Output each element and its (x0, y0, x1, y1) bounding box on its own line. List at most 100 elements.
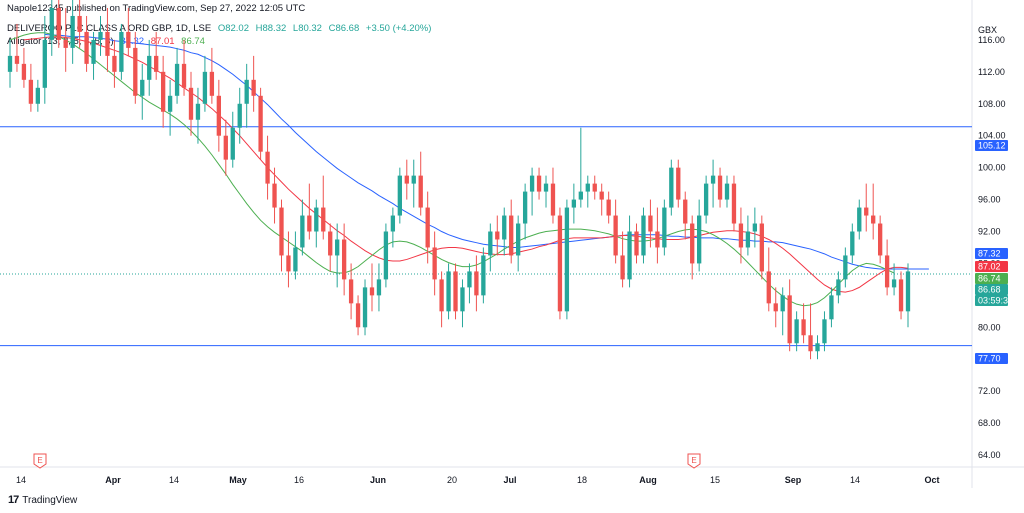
candle-body (724, 183, 730, 200)
tradingview-logo-icon: 17 (8, 494, 19, 506)
candle-body (864, 207, 869, 216)
candle-body (877, 223, 883, 256)
candle-body (676, 167, 681, 200)
candle-body (362, 287, 368, 328)
candle-body (898, 279, 904, 312)
y-tick-label: 104.00 (978, 131, 1006, 141)
footer-brand: TradingView (22, 494, 78, 506)
candle-body (648, 215, 653, 232)
price-label-text: 03:59:30 (978, 296, 1013, 306)
candle-body (634, 231, 639, 256)
candle-body (502, 215, 507, 240)
candle-body (383, 231, 389, 280)
candle-body (710, 175, 716, 184)
candle-body (56, 7, 61, 40)
candle-body (801, 319, 806, 336)
candle-body (216, 95, 221, 136)
tradingview-footer[interactable]: 17 TradingView (8, 494, 77, 506)
candle-body (167, 95, 173, 112)
candle-body (585, 183, 590, 192)
price-label-text: 105.12 (978, 141, 1006, 151)
candle-body (265, 151, 270, 184)
candle-body (195, 103, 201, 120)
candle-body (154, 55, 159, 72)
candle-body (787, 295, 792, 344)
candle-body (620, 255, 625, 280)
candle-body (181, 63, 187, 88)
x-tick-label: 15 (710, 475, 720, 485)
indicator-teeth-value: 87.01 (150, 36, 175, 47)
candle-body (453, 271, 458, 312)
candle-body (21, 63, 27, 80)
y-tick-label: 64.00 (978, 450, 1001, 460)
price-label-text: 87.02 (978, 262, 1001, 272)
indicator-name[interactable]: Alligator (13, 8, 5, 8, 5, 3) (7, 36, 114, 47)
candle-body (599, 191, 604, 200)
candle-body (140, 79, 145, 96)
candle-body (808, 335, 813, 352)
x-tick-label: Aug (639, 475, 657, 485)
y-tick-label: 100.00 (978, 163, 1006, 173)
y-tick-label: 68.00 (978, 418, 1001, 428)
candle-body (606, 199, 611, 216)
candle-body (536, 175, 542, 192)
candle-body (314, 207, 319, 232)
ohlc-change: +3.50 (+4.20%) (365, 23, 432, 34)
candle-body (627, 231, 632, 280)
ohlc-close: C86.68 (328, 23, 360, 34)
candle-body (272, 183, 277, 208)
price-label-box (975, 284, 1008, 295)
candle-body (335, 239, 340, 256)
candle-body (850, 231, 855, 256)
x-tick-label: Jun (370, 475, 386, 485)
candle-body (495, 231, 500, 240)
candle-body (474, 271, 479, 296)
candle-body (592, 183, 597, 192)
candle-body (105, 31, 110, 56)
candle-body (884, 255, 890, 288)
candle-body (509, 215, 514, 256)
price-label-box (975, 353, 1008, 364)
x-tick-label: 18 (577, 475, 587, 485)
candle-body (571, 199, 577, 208)
x-tick-label: 14 (169, 475, 179, 485)
candle-body (745, 231, 751, 248)
candle-body (133, 47, 138, 96)
symbol-name[interactable]: DELIVEROO PLC CLASS A ORD GBP, 1D, LSE (7, 23, 212, 34)
x-tick-label: 16 (294, 475, 304, 485)
price-label-box (975, 140, 1008, 151)
candle-body (752, 223, 758, 232)
y-tick-label: 92.00 (978, 227, 1001, 237)
indicator-legend: Alligator (13, 8, 5, 8, 5, 3) 87.32 87.0… (7, 36, 209, 47)
y-tick-label: 96.00 (978, 195, 1001, 205)
candle-body (397, 175, 402, 216)
candle-body (815, 343, 820, 352)
price-label-text: 86.74 (978, 274, 1001, 284)
candle-body (209, 71, 215, 96)
y-tick-label: 72.00 (978, 386, 1001, 396)
candle-body (42, 39, 47, 88)
indicator-jaw-value: 87.32 (120, 36, 145, 47)
candle-body (14, 55, 20, 64)
y-tick-label: 116.00 (978, 35, 1005, 45)
price-label-text: 87.32 (978, 249, 1001, 259)
candle-body (355, 303, 361, 328)
candle-body (529, 175, 535, 192)
x-tick-label: May (229, 475, 247, 485)
candle-body (731, 183, 737, 224)
candle-body (481, 255, 486, 296)
candle-body (348, 279, 354, 304)
alligator-lips-line (9, 32, 895, 307)
candle-body (766, 271, 771, 304)
candle-body (404, 175, 409, 184)
x-tick-label: 14 (16, 475, 26, 485)
candle-body (258, 95, 263, 152)
candle-body (369, 287, 375, 296)
currency-label: GBX (978, 25, 997, 35)
candle-body (697, 215, 702, 264)
candle-body (70, 15, 75, 48)
candle-body (905, 271, 911, 312)
candle-body (564, 207, 570, 312)
candle-body (119, 31, 124, 72)
